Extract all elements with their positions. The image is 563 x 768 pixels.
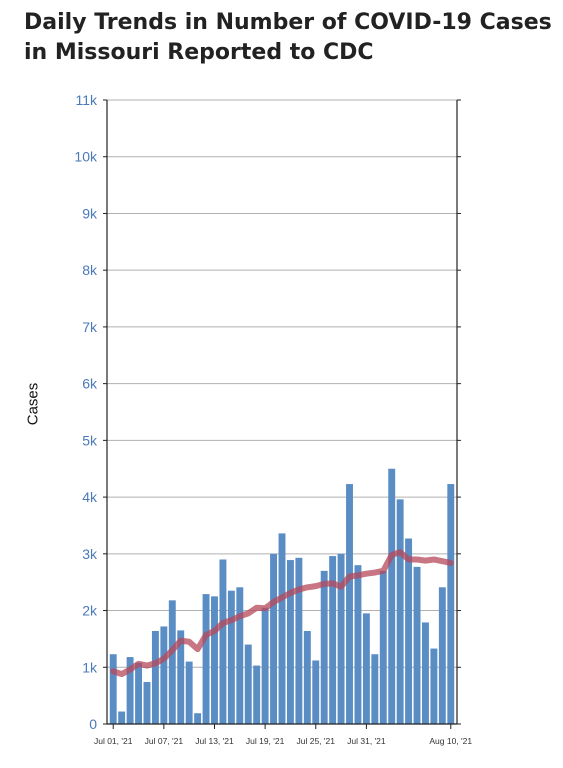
bar: [405, 538, 413, 724]
bar: [143, 682, 151, 724]
x-tick-label: Jul 25, '21: [297, 736, 336, 746]
y-tick-label: 10k: [74, 149, 98, 165]
bar: [151, 630, 159, 724]
bar: [312, 660, 320, 724]
bar: [354, 565, 362, 724]
bar: [211, 596, 218, 724]
y-tick-label: 11k: [75, 92, 98, 108]
moving-average-series: [110, 549, 454, 678]
bar: [194, 713, 202, 724]
y-tick-label: 0: [89, 716, 97, 732]
bar: [185, 661, 193, 724]
bar: [261, 607, 269, 724]
bar: [447, 484, 455, 724]
chart-title: Daily Trends in Number of COVID-19 Cases…: [24, 10, 552, 65]
bar: [253, 665, 261, 724]
bar: [430, 648, 438, 724]
y-tick-label: 6k: [82, 376, 98, 392]
bar: [109, 654, 117, 724]
bar: [286, 560, 294, 724]
bar: [362, 613, 370, 724]
bar: [278, 533, 286, 724]
bar: [413, 566, 421, 724]
bar: [422, 622, 429, 724]
bar: [135, 662, 142, 724]
y-tick-label: 2k: [82, 603, 98, 619]
y-axis-ticks: 0 1k 2k 3k 4k 5k 6k 7k 8k 9k 10k 11k: [74, 92, 461, 732]
bar: [227, 590, 235, 724]
bar: [346, 484, 353, 724]
bar: [118, 711, 126, 724]
bar: [219, 559, 227, 724]
bar: [396, 499, 404, 724]
bar: [177, 630, 185, 724]
moving-average-line: [110, 549, 454, 678]
bar: [295, 557, 303, 724]
bar: [160, 626, 168, 724]
bar: [337, 553, 345, 724]
x-axis-ticks: Jul 01, '21 Jul 07, '21 Jul 13, '21 Jul 19,…: [94, 724, 472, 746]
x-tick-label: Jul 13, '21: [195, 736, 234, 746]
bar: [303, 630, 311, 724]
y-tick-label: 3k: [82, 546, 98, 562]
y-tick-label: 1k: [82, 659, 98, 675]
bar: [126, 657, 134, 724]
bar: [244, 644, 252, 724]
bar: [379, 570, 387, 724]
y-tick-label: 8k: [82, 262, 98, 278]
x-tick-label: Aug 10, '21: [429, 736, 472, 746]
bar: [371, 654, 379, 724]
x-tick-label: Jul 19, '21: [246, 736, 285, 746]
y-tick-label: 7k: [82, 319, 98, 335]
y-tick-label: 4k: [82, 489, 98, 505]
bar: [438, 587, 446, 724]
bar: [270, 553, 278, 724]
y-tick-label: 9k: [82, 205, 98, 221]
x-tick-label: Jul 07, '21: [145, 736, 184, 746]
bar-series: [109, 468, 455, 724]
bar: [168, 600, 176, 724]
x-tick-label: Jul 01, '21: [94, 736, 133, 746]
bar: [388, 468, 396, 724]
y-tick-label: 5k: [82, 432, 98, 448]
bar: [320, 570, 328, 724]
bar: [236, 587, 244, 724]
x-tick-label: Jul 31, '21: [347, 736, 386, 746]
bar: [329, 556, 337, 724]
bar: [202, 594, 210, 724]
axes: [106, 100, 458, 725]
